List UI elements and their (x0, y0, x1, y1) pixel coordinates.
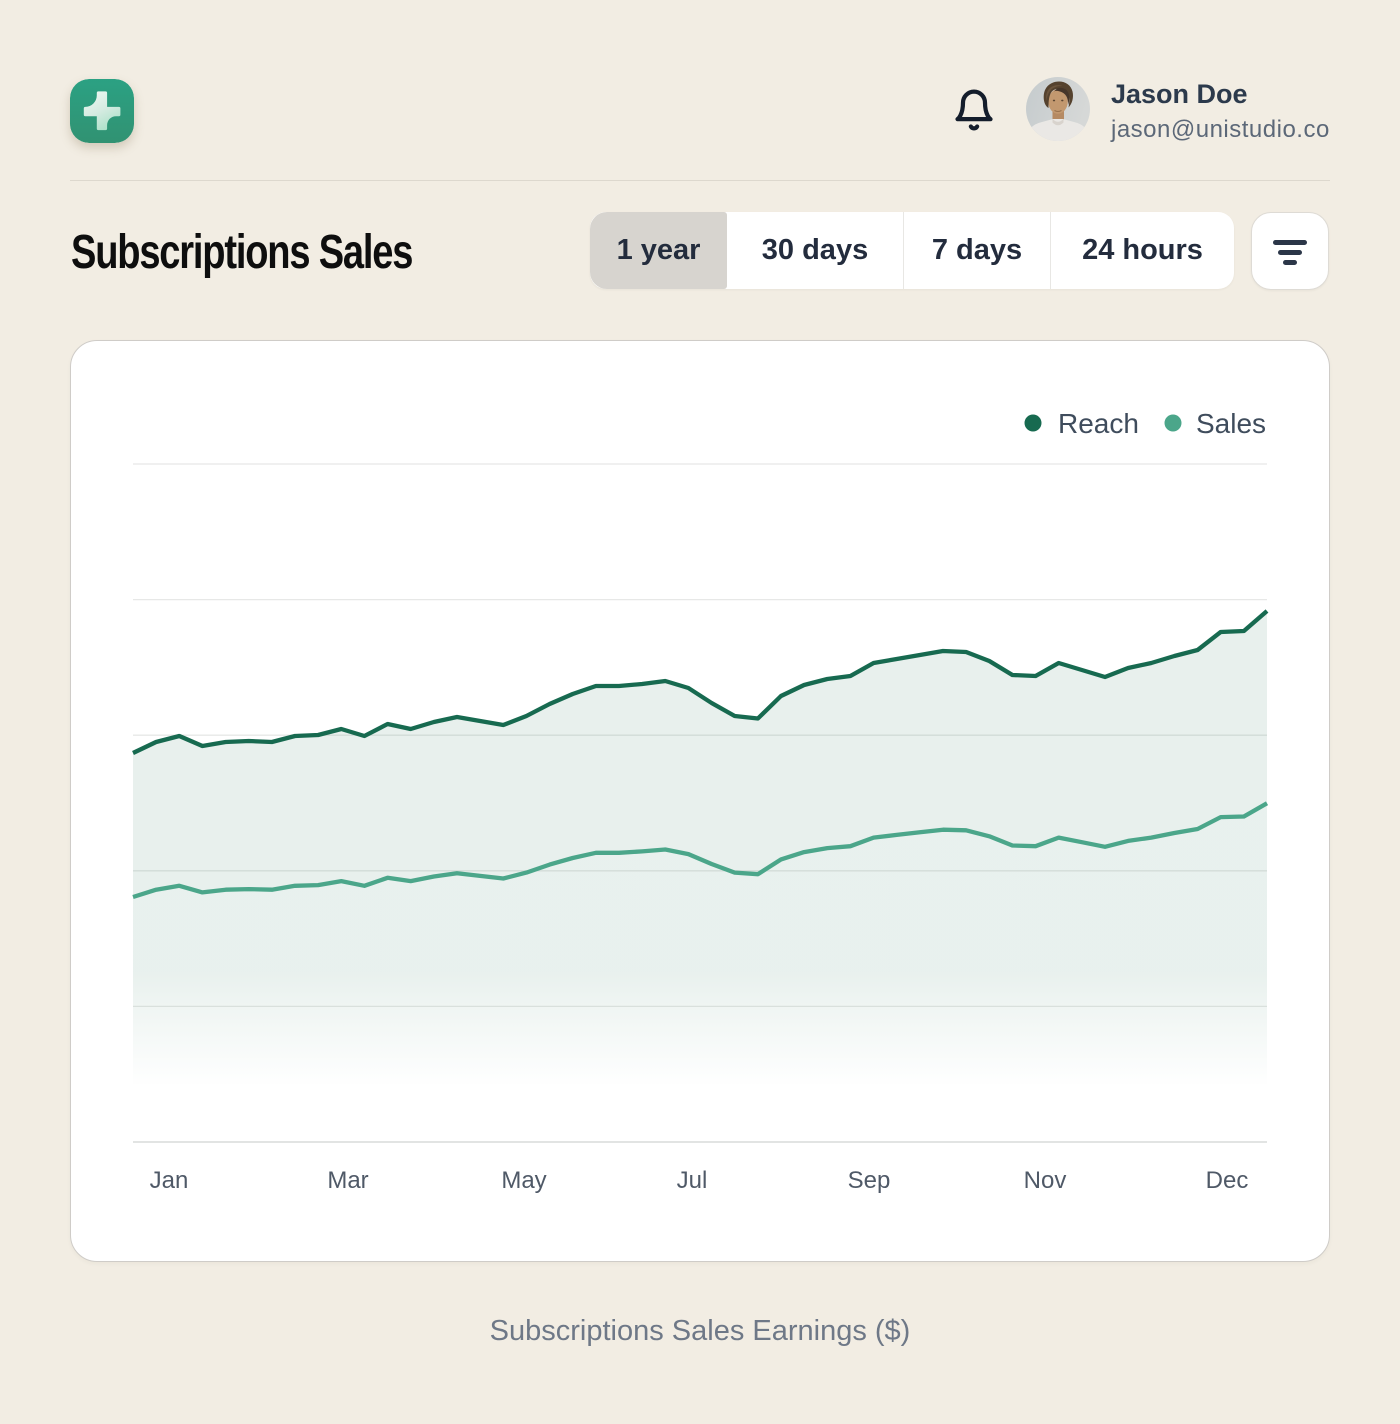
svg-text:Reach: Reach (1058, 408, 1139, 439)
svg-text:Nov: Nov (1024, 1167, 1067, 1194)
svg-text:Sales: Sales (1196, 408, 1266, 439)
svg-text:May: May (501, 1167, 546, 1194)
svg-text:Mar: Mar (327, 1167, 368, 1194)
svg-text:Dec: Dec (1206, 1167, 1249, 1194)
svg-text:Jan: Jan (150, 1167, 189, 1194)
svg-text:Jul: Jul (677, 1167, 708, 1194)
svg-text:Sep: Sep (848, 1167, 891, 1194)
